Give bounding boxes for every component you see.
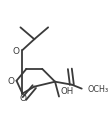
Text: OH: OH: [60, 86, 73, 95]
Text: O: O: [8, 77, 15, 85]
Text: O: O: [13, 46, 20, 55]
Text: OCH₃: OCH₃: [88, 84, 109, 93]
Text: O: O: [19, 93, 26, 102]
